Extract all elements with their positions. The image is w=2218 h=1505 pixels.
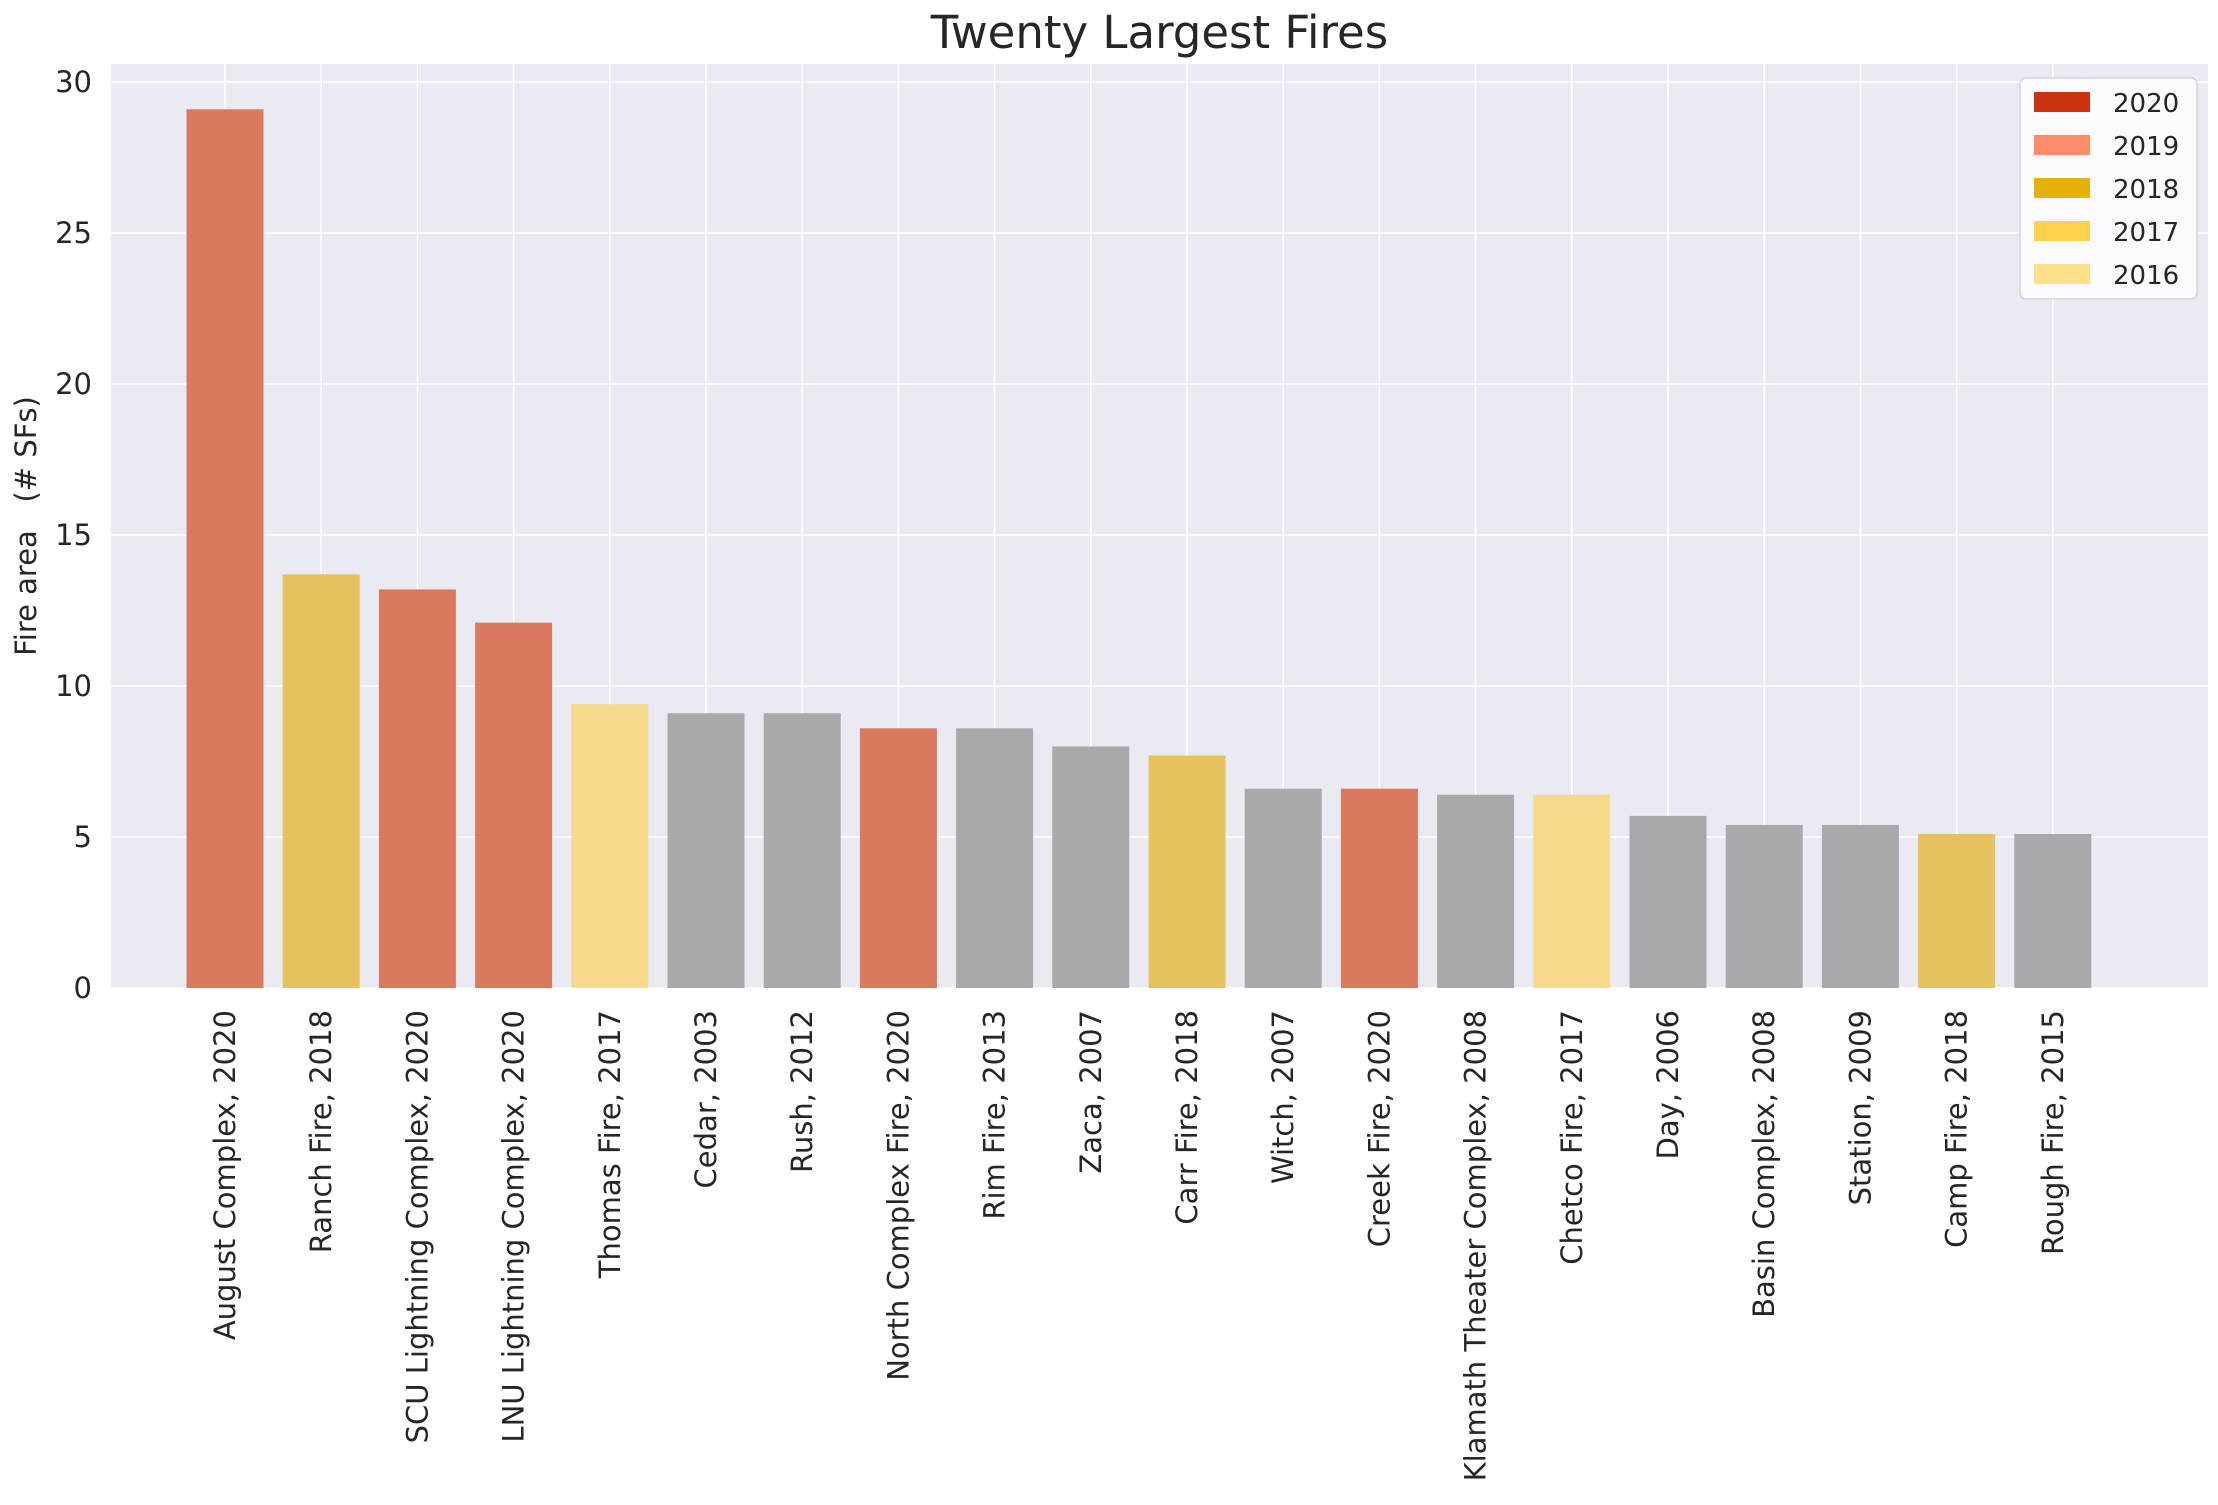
- bar: [571, 704, 649, 988]
- legend-box: [2019, 77, 2198, 300]
- legend-label: 2016: [2113, 261, 2179, 291]
- x-tick-label: Witch, 2007: [1266, 1010, 1300, 1184]
- bar: [1244, 788, 1322, 988]
- y-tick-label: 5: [74, 820, 92, 854]
- legend-label: 2019: [2113, 132, 2179, 162]
- x-tick-label: Zaca, 2007: [1074, 1010, 1108, 1174]
- x-tick-label: Klamath Theater Complex, 2008: [1459, 1010, 1493, 1481]
- x-tick-label: Cedar, 2003: [689, 1010, 723, 1188]
- x-tick-label: SCU Lightning Complex, 2020: [400, 1010, 434, 1443]
- x-tick-label: Rush, 2012: [785, 1010, 819, 1173]
- y-axis-label: Fire area (# SFs): [9, 396, 43, 656]
- bar: [378, 589, 456, 988]
- bar: [2014, 834, 2092, 988]
- y-tick-label: 15: [55, 518, 92, 552]
- chart-title: Twenty Largest Fires: [930, 6, 1388, 59]
- x-tick-label: Creek Fire, 2020: [1362, 1010, 1396, 1247]
- legend-swatch: [2034, 178, 2090, 198]
- y-tick-label: 30: [55, 65, 92, 99]
- y-tick-label: 20: [55, 367, 92, 401]
- bar: [1629, 815, 1707, 988]
- bar: [1725, 824, 1803, 988]
- legend-swatch: [2034, 221, 2090, 241]
- x-tick-labels: August Complex, 2020 Ranch Fire, 2018 SCU …: [208, 1010, 2070, 1481]
- bar: [1533, 794, 1611, 988]
- x-tick-label: LNU Lightning Complex, 2020: [497, 1010, 531, 1443]
- x-tick-label: Camp Fire, 2018: [1940, 1010, 1974, 1248]
- x-tick-label: Day, 2006: [1651, 1010, 1685, 1160]
- legend-items: 2020 2019 2018 2017 2016: [2034, 89, 2179, 291]
- bar: [1052, 746, 1130, 988]
- x-tick-label: Rim Fire, 2013: [978, 1010, 1012, 1220]
- legend-label: 2017: [2113, 218, 2179, 248]
- x-tick-label: Carr Fire, 2018: [1170, 1010, 1204, 1225]
- legend-label: 2018: [2113, 175, 2179, 205]
- legend-swatch: [2034, 92, 2090, 112]
- bar: [475, 622, 553, 988]
- bars: [186, 109, 2092, 988]
- bar: [1437, 794, 1515, 988]
- y-tick-labels: 0 5 10 15 20 25 30: [55, 65, 92, 1005]
- legend-swatch: [2034, 135, 2090, 155]
- bar: [1918, 834, 1996, 988]
- x-tick-label: Basin Complex, 2008: [1747, 1010, 1781, 1318]
- x-tick-label: August Complex, 2020: [208, 1010, 242, 1340]
- bar: [282, 574, 360, 988]
- legend-swatch: [2034, 264, 2090, 284]
- y-tick-label: 0: [74, 971, 92, 1005]
- legend: 2020 2019 2018 2017 2016: [2019, 77, 2198, 300]
- legend-label: 2020: [2113, 89, 2179, 119]
- y-tick-label: 25: [55, 216, 92, 250]
- x-tick-label: Thomas Fire, 2017: [593, 1010, 627, 1279]
- bar: [1821, 824, 1899, 988]
- x-tick-label: North Complex Fire, 2020: [881, 1010, 915, 1381]
- y-tick-label: 10: [55, 669, 92, 703]
- x-tick-label: Station, 2009: [1843, 1010, 1877, 1205]
- x-tick-label: Rough Fire, 2015: [2036, 1010, 2070, 1255]
- bar: [763, 713, 841, 988]
- x-tick-label: Ranch Fire, 2018: [304, 1010, 338, 1253]
- bar: [186, 109, 264, 988]
- bar: [859, 728, 937, 988]
- bar: [956, 728, 1034, 988]
- bar: [1148, 755, 1226, 988]
- bar: [667, 713, 745, 988]
- bar: [1340, 788, 1418, 988]
- x-tick-label: Chetco Fire, 2017: [1555, 1010, 1589, 1265]
